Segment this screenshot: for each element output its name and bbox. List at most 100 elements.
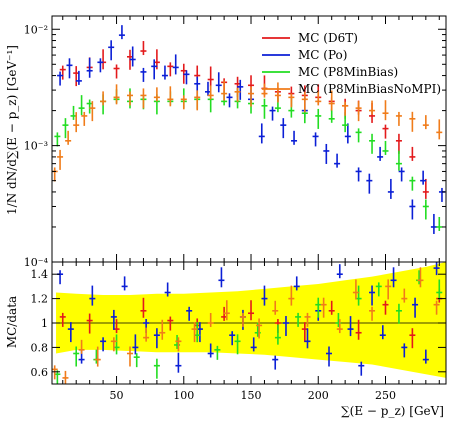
ratio-point	[422, 349, 429, 364]
main-point	[234, 87, 241, 102]
main-point	[355, 167, 362, 182]
legend-label: MC (Po)	[298, 48, 347, 62]
main-point	[409, 199, 416, 220]
ratio-point	[347, 316, 354, 337]
main-point	[398, 167, 405, 182]
ratio-point	[143, 327, 150, 342]
main-y-axis-label: 1/N dN/d∑(E − p_z) [GeV⁻¹]	[5, 45, 19, 215]
ratio-point	[248, 300, 255, 321]
main-y-tick-label: 10⁻³	[24, 140, 48, 153]
axes: 10⁻² 10⁻³ 10⁻⁴ 0.6 0.8 1 1.2 1.4 50 100 150 200 250	[24, 15, 447, 402]
main-point	[140, 67, 147, 82]
ratio-point	[132, 334, 139, 355]
ratio-series-2	[54, 270, 443, 384]
legend: MC (D6T) MC (Po) MC (P8MinBias) MC (P8MinBi…	[262, 31, 441, 96]
ratio-uncertainty-band	[52, 262, 447, 378]
ratio-point	[328, 300, 335, 315]
main-point	[344, 123, 351, 144]
main-point	[409, 176, 416, 191]
ratio-point	[191, 322, 198, 343]
ratio-point	[390, 267, 397, 288]
main-point	[312, 132, 319, 147]
main-point	[97, 58, 104, 73]
ratio-point	[375, 282, 382, 297]
ratio-point	[207, 343, 214, 358]
ratio-y-tick-label: 0.6	[31, 366, 49, 379]
legend-entry: MC (D6T)	[262, 31, 358, 45]
main-point	[301, 92, 308, 113]
ratio-point	[401, 343, 408, 358]
main-point	[395, 133, 402, 154]
main-point	[366, 173, 373, 194]
ratio-point	[295, 312, 302, 327]
main-point	[78, 95, 85, 116]
ratio-y-tick-label: 1.4	[31, 268, 49, 281]
main-point	[126, 91, 133, 106]
ratio-point	[326, 346, 333, 367]
x-tick-label: 150	[241, 389, 262, 402]
main-point	[207, 66, 214, 87]
main-point	[62, 118, 69, 139]
ratio-point	[110, 337, 117, 352]
main-series-1	[57, 25, 445, 234]
ratio-point	[274, 324, 281, 345]
legend-entry: MC (P8MinBiasNoMPI)	[262, 82, 441, 96]
main-point	[194, 90, 201, 111]
main-point	[369, 133, 376, 154]
main-point	[66, 58, 73, 79]
main-point	[129, 46, 136, 67]
ratio-point	[94, 346, 101, 367]
main-point	[140, 88, 147, 109]
ratio-point	[336, 319, 343, 334]
main-point	[172, 54, 179, 75]
ratio-point	[89, 285, 96, 306]
main-point	[167, 62, 174, 77]
main-point	[207, 85, 214, 100]
main-point	[65, 130, 72, 145]
main-point	[387, 178, 394, 199]
main-point	[81, 111, 88, 126]
ratio-point	[355, 319, 362, 340]
ratio-point	[288, 285, 295, 306]
ratio-point	[126, 346, 133, 367]
ratio-point	[51, 365, 58, 380]
main-point	[382, 100, 389, 121]
ratio-y-tick-label: 1	[41, 317, 48, 330]
ratio-point	[433, 300, 440, 315]
ratio-point	[159, 319, 166, 340]
ratio-series-1	[57, 262, 440, 376]
main-point	[436, 216, 443, 231]
ratio-point	[110, 309, 117, 330]
ratio-point	[369, 306, 376, 321]
ratio-point	[223, 300, 230, 321]
ratio-point	[436, 279, 443, 300]
main-y-tick-label: 10⁻⁴	[24, 256, 49, 269]
main-point	[113, 64, 120, 79]
ratio-point	[369, 285, 376, 306]
main-point	[161, 65, 168, 80]
ratio-panel-marks	[51, 262, 443, 384]
main-point	[274, 82, 281, 103]
ratio-point	[261, 285, 268, 306]
main-point	[334, 153, 341, 168]
main-point	[221, 80, 228, 101]
main-point	[280, 118, 287, 139]
main-point	[151, 59, 158, 80]
main-point	[342, 101, 349, 116]
main-point	[261, 83, 268, 98]
main-point	[355, 128, 362, 143]
ratio-point	[78, 339, 85, 354]
main-point	[100, 91, 107, 106]
main-point	[73, 112, 80, 133]
ratio-point	[293, 276, 300, 291]
legend-entry: MC (P8MinBias)	[262, 65, 398, 79]
main-point	[328, 90, 335, 111]
legend-label: MC (P8MinBiasNoMPI)	[298, 82, 441, 96]
main-point	[89, 101, 96, 122]
ratio-point	[133, 353, 140, 368]
main-point	[75, 70, 82, 85]
ratio-point	[250, 337, 257, 352]
main-point	[57, 71, 64, 86]
main-point	[409, 111, 416, 132]
ratio-point	[239, 312, 246, 327]
